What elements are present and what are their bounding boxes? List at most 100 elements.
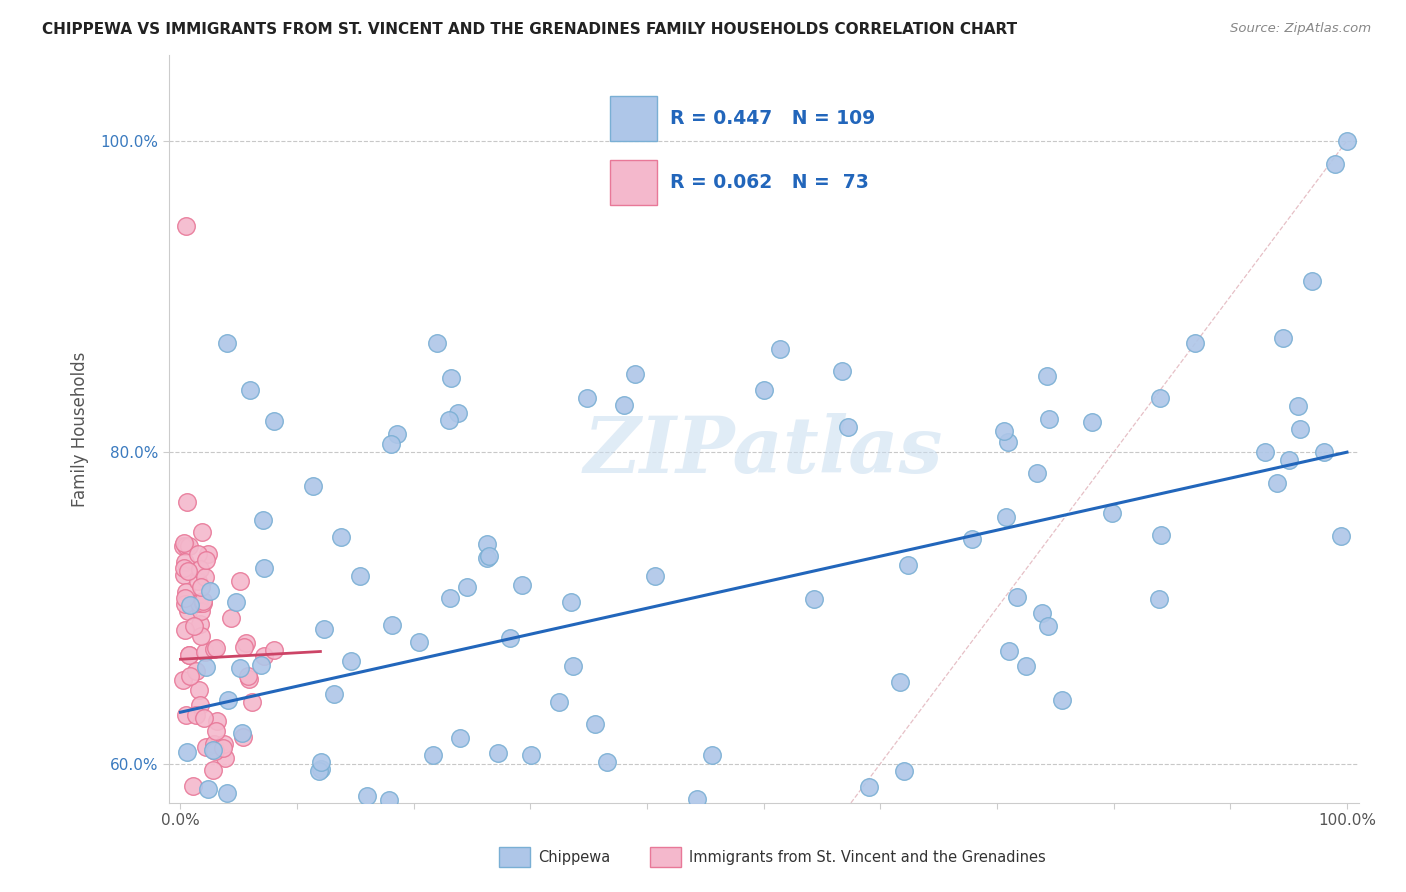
Point (309, 762, 332, 776)
Point (240, 695, 263, 709)
Point (439, 591, 461, 606)
Point (1286, 400, 1309, 414)
Point (217, 336, 239, 351)
Point (897, 558, 920, 572)
Point (194, 660, 217, 674)
Point (422, 747, 444, 762)
Point (202, 743, 225, 757)
Point (195, 739, 218, 754)
Point (1038, 412, 1060, 426)
Point (207, 714, 229, 728)
Point (730, 858, 752, 872)
Point (231, 726, 253, 740)
Point (960, 532, 983, 546)
Point (177, 539, 200, 553)
Point (186, 664, 208, 678)
Point (1036, 619, 1059, 633)
Point (177, 835, 200, 849)
Point (583, 717, 606, 731)
Point (439, 371, 461, 385)
Point (439, 413, 461, 427)
Point (176, 744, 198, 758)
Point (477, 537, 499, 551)
Point (188, 562, 211, 576)
Point (236, 668, 259, 682)
Point (174, 708, 197, 723)
Point (190, 629, 212, 643)
Point (627, 863, 650, 878)
Point (194, 570, 217, 584)
Point (889, 674, 911, 689)
Point (205, 640, 228, 655)
Point (179, 648, 201, 663)
Point (477, 551, 499, 566)
Point (499, 632, 522, 646)
Point (624, 368, 647, 382)
Point (700, 747, 723, 762)
Point (176, 876, 198, 890)
Point (752, 383, 775, 397)
Point (233, 640, 256, 655)
Point (1265, 476, 1288, 491)
Point (193, 710, 215, 724)
Point (561, 658, 583, 673)
Text: ZIPatlas: ZIPatlas (583, 413, 943, 490)
Point (596, 755, 619, 769)
Text: Source: ZipAtlas.com: Source: ZipAtlas.com (1230, 22, 1371, 36)
Point (239, 383, 262, 397)
Point (340, 654, 363, 668)
Point (1272, 331, 1295, 345)
Point (183, 826, 205, 840)
Point (1312, 445, 1334, 459)
Point (177, 648, 200, 663)
Point (219, 611, 242, 625)
Point (228, 660, 250, 674)
Point (478, 549, 501, 563)
Point (194, 552, 217, 566)
Point (170, 882, 193, 892)
Point (187, 873, 209, 888)
Y-axis label: Family Households: Family Households (72, 351, 89, 507)
Point (299, 862, 322, 876)
Point (576, 391, 599, 405)
Point (205, 723, 228, 738)
Point (184, 707, 207, 722)
Point (380, 437, 402, 451)
Point (447, 406, 470, 420)
Point (831, 364, 853, 378)
Point (200, 584, 222, 599)
Point (322, 687, 344, 701)
Point (548, 695, 571, 709)
Point (181, 779, 204, 793)
Point (997, 435, 1019, 450)
Point (995, 509, 1018, 524)
Point (173, 623, 195, 637)
Point (191, 594, 214, 608)
Point (803, 591, 825, 606)
Point (449, 731, 471, 745)
Point (214, 737, 236, 751)
Point (252, 513, 274, 527)
Point (284, 811, 307, 825)
Point (377, 792, 399, 806)
Point (381, 618, 404, 632)
Point (176, 495, 198, 509)
Point (212, 809, 235, 823)
Point (249, 658, 271, 673)
Point (1330, 529, 1353, 543)
Point (893, 764, 915, 779)
Point (179, 598, 201, 612)
Point (174, 219, 197, 234)
Point (373, 847, 395, 862)
Point (173, 568, 195, 582)
Point (214, 751, 236, 765)
Point (263, 642, 285, 657)
Point (173, 597, 195, 611)
Point (686, 792, 709, 806)
Point (215, 786, 238, 800)
Point (188, 617, 211, 632)
Point (225, 595, 247, 609)
Point (202, 737, 225, 751)
Point (458, 881, 481, 892)
Point (1254, 445, 1277, 459)
